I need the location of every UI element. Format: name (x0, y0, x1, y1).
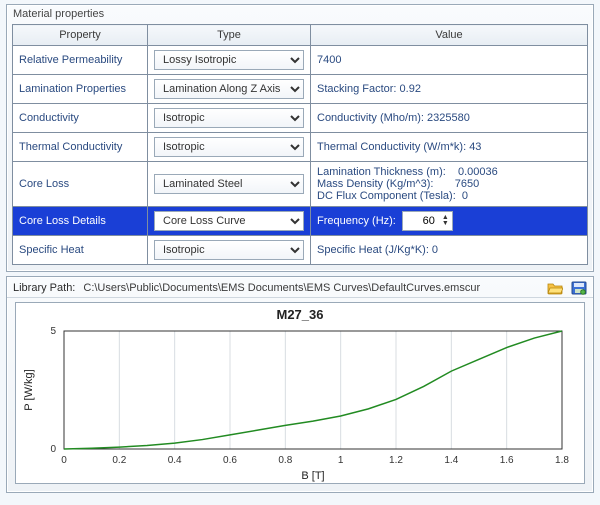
svg-text:0.4: 0.4 (168, 455, 182, 466)
cell-property: Relative Permeability (13, 46, 148, 75)
col-header-type: Type (148, 25, 311, 46)
chevron-down-icon[interactable]: ▼ (441, 221, 450, 227)
material-properties-table: Property Type Value Relative Permeabilit… (12, 24, 588, 265)
chart-title: M27_36 (16, 307, 584, 322)
cell-value: Frequency (Hz): ▲▼ (311, 207, 588, 236)
open-folder-icon[interactable] (547, 281, 563, 295)
library-label: Library Path: (13, 282, 75, 294)
cell-type: Laminated Steel (148, 162, 311, 207)
cell-property: Specific Heat (13, 236, 148, 265)
cell-type: Isotropic (148, 104, 311, 133)
cell-type: Lamination Along Z Axis (148, 75, 311, 104)
svg-text:1.4: 1.4 (444, 455, 458, 466)
cell-type: Core Loss Curve (148, 207, 311, 236)
svg-text:0.2: 0.2 (112, 455, 126, 466)
library-path: C:\Users\Public\Documents\EMS Documents\… (83, 282, 539, 294)
svg-text:0.8: 0.8 (278, 455, 292, 466)
svg-text:1.6: 1.6 (500, 455, 514, 466)
col-header-value: Value (311, 25, 588, 46)
frequency-label: Frequency (Hz): (317, 215, 396, 227)
svg-text:5: 5 (50, 326, 56, 337)
frequency-input[interactable] (407, 215, 439, 227)
frequency-stepper[interactable]: ▲▼ (402, 211, 453, 231)
panel-title: Material properties (7, 5, 593, 22)
type-select[interactable]: Laminated Steel (154, 174, 304, 194)
cell-property: Thermal Conductivity (13, 133, 148, 162)
cell-property: Lamination Properties (13, 75, 148, 104)
type-select[interactable]: Isotropic (154, 240, 304, 260)
col-header-property: Property (13, 25, 148, 46)
cell-property: Core Loss (13, 162, 148, 207)
table-row[interactable]: Lamination Properties Lamination Along Z … (13, 75, 588, 104)
cell-type: Isotropic (148, 133, 311, 162)
type-select[interactable]: Isotropic (154, 108, 304, 128)
cell-value: Specific Heat (J/Kg*K): 0 (311, 236, 588, 265)
type-select[interactable]: Isotropic (154, 137, 304, 157)
type-select[interactable]: Lamination Along Z Axis (154, 79, 304, 99)
cell-value: Stacking Factor: 0.92 (311, 75, 588, 104)
svg-text:0.6: 0.6 (223, 455, 237, 466)
svg-text:1: 1 (338, 455, 344, 466)
svg-text:1.2: 1.2 (389, 455, 403, 466)
svg-text:P [W/kg]: P [W/kg] (23, 369, 35, 410)
type-select[interactable]: Core Loss Curve (154, 211, 304, 231)
table-row[interactable]: Core Loss Details Core Loss Curve Frequenc… (13, 207, 588, 236)
material-properties-panel: Material properties Property Type Value … (6, 4, 594, 272)
svg-text:0: 0 (61, 455, 67, 466)
cell-property: Conductivity (13, 104, 148, 133)
core-loss-chart: M27_36 0 0.2 0.4 0.6 0.8 1 1.2 1.4 1.6 1.8 0 5 B [T]… (15, 302, 585, 484)
cell-value: 7400 (311, 46, 588, 75)
cell-value: Lamination Thickness (m): 0.00036 Mass D… (311, 162, 588, 207)
cell-type: Lossy Isotropic (148, 46, 311, 75)
type-select[interactable]: Lossy Isotropic (154, 50, 304, 70)
table-row[interactable]: Core Loss Laminated Steel Lamination Thick… (13, 162, 588, 207)
table-row[interactable]: Specific Heat Isotropic Specific Heat (J/K… (13, 236, 588, 265)
cell-property: Core Loss Details (13, 207, 148, 236)
cell-type: Isotropic (148, 236, 311, 265)
table-row[interactable]: Thermal Conductivity Isotropic Thermal Con… (13, 133, 588, 162)
svg-text:B [T]: B [T] (301, 470, 324, 482)
library-chart-panel: Library Path: C:\Users\Public\Documents\… (6, 276, 594, 493)
svg-text:0: 0 (50, 444, 56, 455)
table-row[interactable]: Relative Permeability Lossy Isotropic 7400 (13, 46, 588, 75)
save-icon[interactable] (571, 281, 587, 295)
cell-value: Conductivity (Mho/m): 2325580 (311, 104, 588, 133)
svg-text:1.8: 1.8 (555, 455, 569, 466)
cell-value: Thermal Conductivity (W/m*k): 43 (311, 133, 588, 162)
table-row[interactable]: Conductivity Isotropic Conductivity (Mho/m… (13, 104, 588, 133)
